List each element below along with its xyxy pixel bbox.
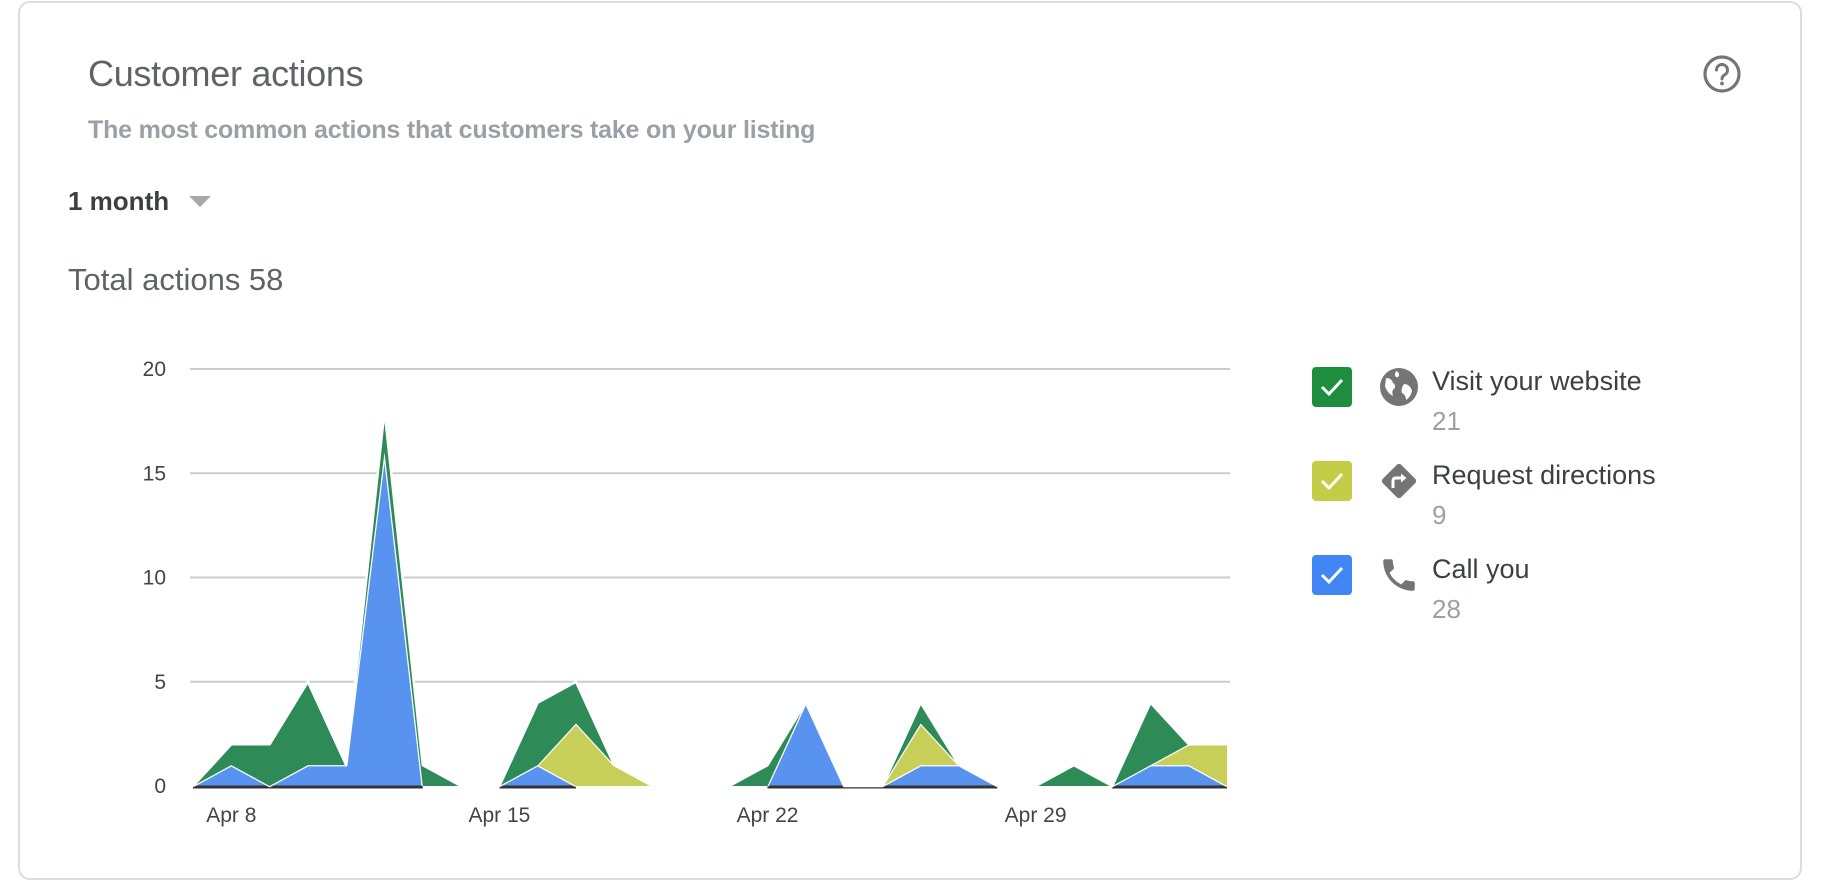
legend-count: 21 [1432, 406, 1461, 436]
y-tick-label: 20 [143, 358, 166, 381]
legend-label: Request directions [1432, 460, 1656, 490]
globe-icon [1378, 366, 1420, 408]
x-tick-label: Apr 22 [737, 804, 799, 827]
area-call-you [193, 452, 423, 786]
legend-label: Visit your website [1432, 366, 1642, 396]
area-visit-your-website [729, 702, 806, 786]
area-request-directions [882, 723, 959, 786]
x-tick-label: Apr 29 [1005, 804, 1067, 827]
checkmark-icon [1320, 566, 1344, 585]
call-checkbox[interactable] [1312, 555, 1352, 595]
directions-icon [1378, 460, 1420, 502]
card-title: Customer actions [88, 53, 364, 94]
checkmark-icon [1320, 472, 1344, 491]
series-line [728, 701, 807, 788]
legend-label: Call you [1432, 554, 1530, 584]
area-call-you [499, 765, 576, 786]
y-tick-label: 15 [143, 462, 166, 485]
period-selected: 1 month [68, 186, 170, 216]
help-circle-icon[interactable] [1702, 54, 1742, 94]
x-tick-label: Apr 8 [206, 804, 256, 827]
total-actions: Total actions 58 [68, 262, 284, 297]
area-request-directions [537, 723, 653, 786]
website-checkbox[interactable] [1312, 367, 1352, 407]
series-line [192, 409, 616, 788]
checkmark-icon [1320, 378, 1344, 397]
phone-icon [1378, 554, 1420, 596]
card-subtitle: The most common actions that customers t… [88, 116, 816, 144]
period-dropdown[interactable]: 1 month [68, 186, 212, 217]
y-tick-label: 0 [154, 775, 166, 798]
y-tick-label: 10 [143, 567, 166, 590]
directions-checkbox[interactable] [1312, 461, 1352, 501]
series-line [881, 701, 961, 787]
y-tick-label: 5 [154, 671, 166, 694]
series-line [1035, 701, 1228, 788]
x-tick-label: Apr 15 [468, 804, 530, 827]
legend-count: 9 [1432, 500, 1447, 530]
area-visit-your-website [882, 702, 959, 786]
area-request-directions [1150, 744, 1228, 786]
area-call-you [767, 702, 998, 786]
legend-count: 28 [1432, 594, 1461, 624]
dropdown-caret-icon [189, 196, 212, 207]
